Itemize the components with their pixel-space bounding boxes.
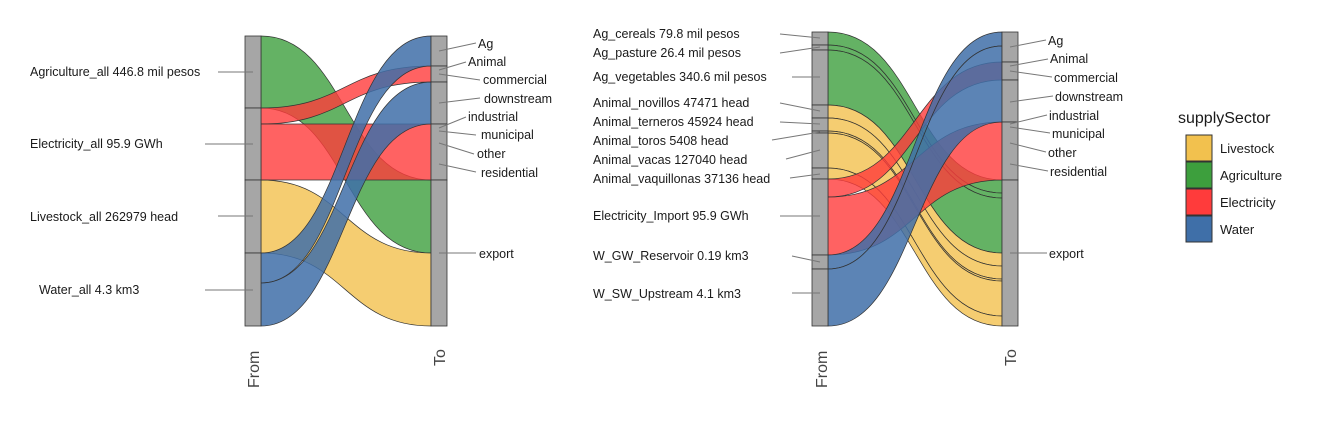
right-from-label-animal-novillos: Animal_novillos 47471 head xyxy=(593,96,749,110)
left-to-label-residential: residential xyxy=(481,166,538,180)
left-leader-lines xyxy=(205,42,481,291)
right-leader-lines xyxy=(771,33,1054,294)
left-to-label-ag: Ag xyxy=(478,37,493,51)
right-to-label-other: other xyxy=(1048,146,1077,160)
right-axis-to: To xyxy=(1003,349,1020,366)
stratum-animal-vaquillonas xyxy=(811,167,829,180)
right-flows xyxy=(827,31,1003,327)
left-from-stratum xyxy=(244,35,262,327)
left-from-label-water: Water_all 4.3 km3 xyxy=(39,283,139,297)
legend-label-electricity: Electricity xyxy=(1220,195,1276,210)
left-to-label-industrial: industrial xyxy=(468,110,518,124)
right-from-label-ag-vegetables: Ag_vegetables 340.6 mil pesos xyxy=(593,70,767,84)
right-from-label-electricity-import: Electricity_Import 95.9 GWh xyxy=(593,209,749,223)
left-from-label-agriculture: Agriculture_all 446.8 mil pesos xyxy=(30,65,200,79)
stratum-animal-terneros xyxy=(811,117,829,132)
left-to-label-other: other xyxy=(477,147,506,161)
right-from-label-animal-terneros: Animal_terneros 45924 head xyxy=(593,115,754,129)
right-from-label-animal-vacas: Animal_vacas 127040 head xyxy=(593,153,747,167)
right-from-stratum xyxy=(811,31,829,327)
right-to-stratum xyxy=(1001,31,1019,327)
stratum-to-industrial xyxy=(430,123,448,181)
right-to-label-downstream: downstream xyxy=(1055,90,1123,104)
left-from-label-electricity: Electricity_all 95.9 GWh xyxy=(30,137,163,151)
left-axis-from: From xyxy=(246,351,263,388)
legend-label-livestock: Livestock xyxy=(1220,141,1275,156)
stratum-to-industrial xyxy=(1001,121,1019,181)
right-to-label-industrial: industrial xyxy=(1049,109,1099,123)
left-to-label-animal: Animal xyxy=(468,55,506,69)
legend-swatch-livestock xyxy=(1185,134,1213,162)
right-from-label-animal-toros: Animal_toros 5408 head xyxy=(593,134,729,148)
right-from-label-ag-cereals: Ag_cereals 79.8 mil pesos xyxy=(593,27,740,41)
legend-label-water: Water xyxy=(1220,222,1255,237)
left-to-stratum xyxy=(430,35,448,327)
left-axis-to: To xyxy=(432,349,449,366)
left-to-label-commercial: commercial xyxy=(483,73,547,87)
right-to-label-ag: Ag xyxy=(1048,34,1063,48)
left-from-label-livestock: Livestock_all 262979 head xyxy=(30,210,178,224)
stratum-electricity-import xyxy=(811,178,829,256)
right-from-label-w-sw-upstream: W_SW_Upstream 4.1 km3 xyxy=(593,287,741,301)
right-to-label-residential: residential xyxy=(1050,165,1107,179)
right-from-label-w-gw-reservoir: W_GW_Reservoir 0.19 km3 xyxy=(593,249,749,263)
legend: supplySector Livestock Agriculture Elect… xyxy=(1178,110,1282,243)
left-to-label-downstream: downstream xyxy=(484,92,552,106)
left-to-label-municipal: municipal xyxy=(481,128,534,142)
right-axis-from: From xyxy=(814,351,831,388)
legend-label-agriculture: Agriculture xyxy=(1220,168,1282,183)
right-alluvial: Ag_cereals 79.8 mil pesos Ag_pasture 26.… xyxy=(593,27,1123,388)
right-from-label-animal-vaquillonas: Animal_vaquillonas 37136 head xyxy=(593,172,770,186)
right-to-label-animal: Animal xyxy=(1050,52,1088,66)
right-to-label-municipal: municipal xyxy=(1052,127,1105,141)
legend-swatch-electricity xyxy=(1185,188,1213,216)
legend-swatch-agriculture xyxy=(1185,161,1213,189)
legend-swatch-water xyxy=(1185,215,1213,243)
stratum-w-sw-upstream xyxy=(811,268,829,327)
left-flows xyxy=(260,35,432,327)
stratum-animal-novillos xyxy=(811,104,829,119)
right-to-label-export: export xyxy=(1049,247,1084,261)
stratum-ag-cereals xyxy=(811,31,829,46)
left-alluvial: Agriculture_all 446.8 mil pesos Electric… xyxy=(30,35,552,388)
left-to-label-export: export xyxy=(479,247,514,261)
legend-title: supplySector xyxy=(1178,110,1271,127)
right-from-label-ag-pasture: Ag_pasture 26.4 mil pesos xyxy=(593,46,741,60)
right-to-label-commercial: commercial xyxy=(1054,71,1118,85)
